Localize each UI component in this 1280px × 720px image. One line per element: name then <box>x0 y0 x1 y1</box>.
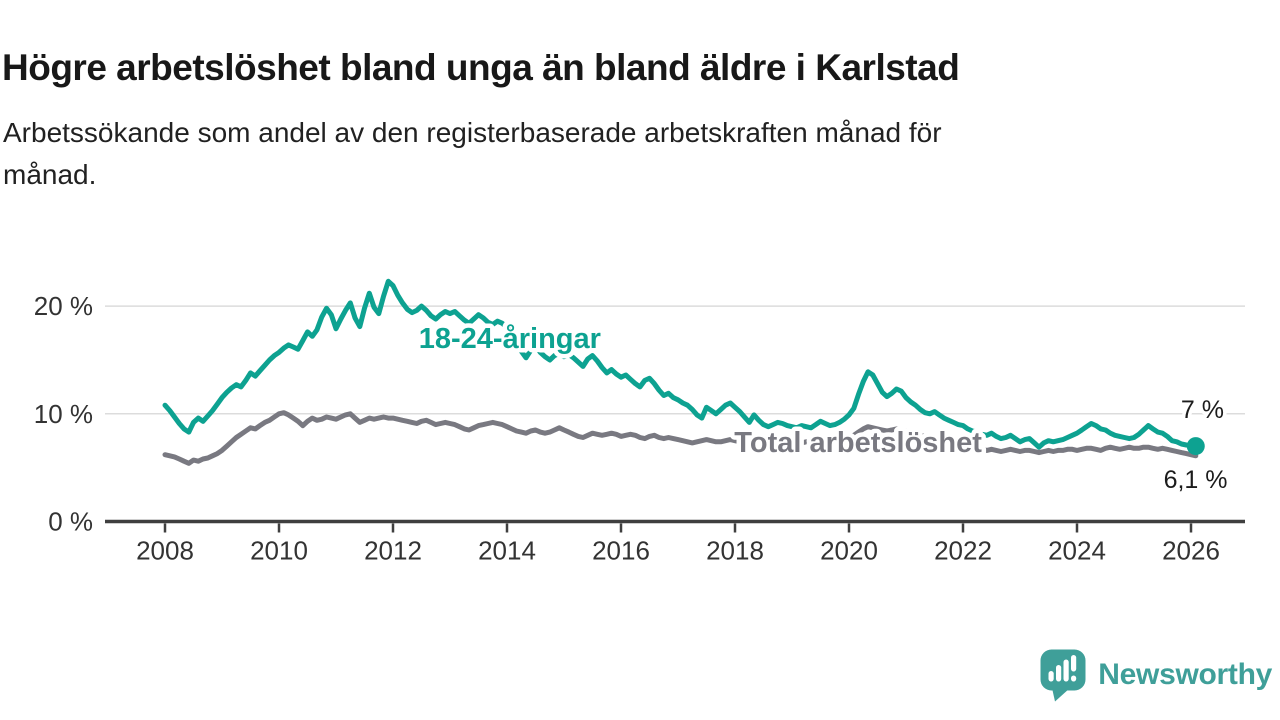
x-axis-tick-label: 2016 <box>592 536 650 566</box>
x-axis-tick-label: 2026 <box>1162 536 1220 566</box>
series-label: 18-24-åringar <box>419 323 601 355</box>
chart-title: Högre arbetslöshet bland unga än bland ä… <box>2 46 960 88</box>
series-label: Total arbetslöshet <box>734 427 982 459</box>
x-axis-tick-label: 2024 <box>1048 536 1106 566</box>
x-axis-tick-label: 2018 <box>706 536 764 566</box>
series-end-dot <box>1186 437 1205 456</box>
brand: Newsworthy <box>1039 648 1272 702</box>
newsworthy-logo-icon <box>1040 649 1086 702</box>
y-axis-tick-label: 20 % <box>34 291 93 321</box>
chart-subtitle: Arbetssökande som andel av den registerb… <box>3 112 1183 196</box>
y-axis-tick-label: 10 % <box>34 399 93 429</box>
series-line <box>162 278 1199 450</box>
y-axis-tick-label: 0 % <box>48 507 93 537</box>
x-axis-tick-label: 2012 <box>364 536 422 566</box>
brand-name: Newsworthy <box>1098 658 1272 691</box>
subtitle-line-2: månad. <box>3 159 97 190</box>
x-axis-tick-label: 2014 <box>478 536 536 566</box>
subtitle-line-1: Arbetssökande som andel av den registerb… <box>3 117 942 148</box>
series-line <box>162 410 1199 466</box>
end-value-label: 6,1 % <box>1164 466 1228 494</box>
end-value-label: 7 % <box>1181 396 1224 424</box>
x-axis-tick-label: 2022 <box>934 536 992 566</box>
x-axis-tick-label: 2020 <box>820 536 878 566</box>
x-axis-tick-label: 2008 <box>136 536 194 566</box>
x-axis-tick-label: 2010 <box>250 536 308 566</box>
